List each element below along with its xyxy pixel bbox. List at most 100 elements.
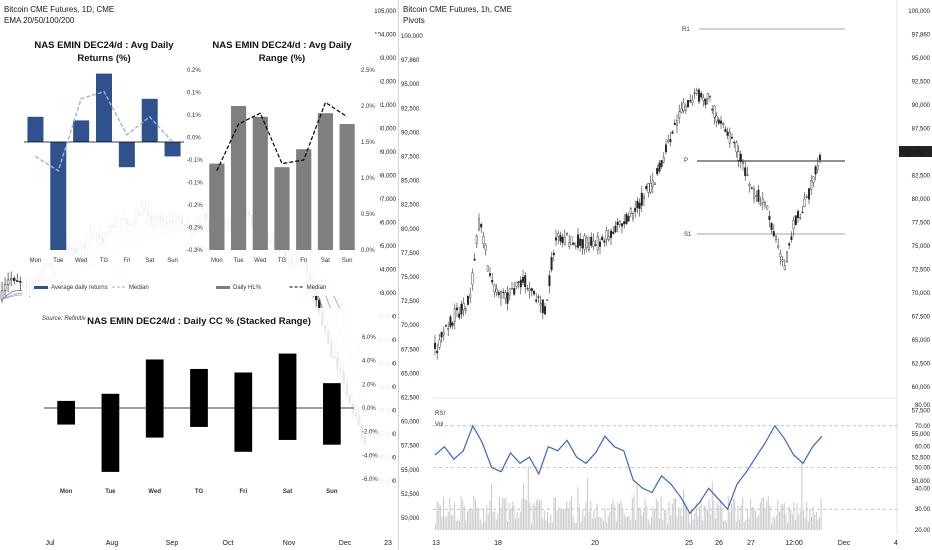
right-candle-body	[451, 322, 454, 326]
rsi-axis-label: 60.00	[915, 445, 931, 451]
right-candle-body	[565, 233, 568, 236]
right-candle-body	[638, 202, 641, 209]
overlay-bar	[339, 124, 355, 250]
overlay-chart-1: NAS EMIN DEC24/d : Avg Daily Range (%) 2.5…	[204, 34, 380, 296]
right-left-axis-label: 72,500	[401, 299, 420, 305]
right-price-axis-label: 80,000	[912, 197, 931, 203]
volume-bar	[732, 498, 734, 530]
overlay-y-tick: 0.5%	[361, 212, 375, 218]
volume-bar	[676, 516, 678, 530]
volume-bar	[715, 518, 716, 530]
volume-bar	[772, 516, 774, 530]
right-candle-body	[462, 302, 465, 311]
volume-bar	[436, 501, 438, 530]
right-candle-body	[460, 303, 463, 315]
left-time-axis-label: Jul	[46, 540, 55, 547]
right-candle-body	[819, 154, 822, 161]
pivot-p-label: P	[684, 158, 688, 164]
right-candle-body	[440, 332, 443, 338]
right-candle-body	[653, 182, 656, 185]
right-candle-body	[625, 213, 628, 225]
overlay-bar	[278, 353, 297, 440]
volume-bar	[564, 508, 566, 530]
volume-bar	[694, 512, 696, 530]
volume-bar	[807, 521, 809, 530]
right-candle-body	[693, 92, 696, 95]
right-candle-body	[620, 223, 623, 227]
volume-bar	[783, 502, 785, 530]
overlay-chart-2: NAS EMIN DEC24/d : Daily CC % (Stacked R…	[42, 308, 392, 503]
right-candle-body	[669, 139, 672, 142]
right-candle-body	[717, 119, 720, 124]
volume-bar	[708, 499, 710, 530]
volume-bar	[593, 510, 595, 530]
right-candle-body	[733, 142, 736, 144]
right-time-axis-label: 27	[747, 540, 755, 547]
volume-bar	[731, 504, 732, 530]
overlay-bar	[164, 142, 181, 157]
volume-bar	[788, 506, 790, 530]
right-chart-pane[interactable]: 100,000 97,860 95,000 92,500 90,000 87,500 85,…	[399, 0, 932, 550]
volume-bar	[435, 523, 436, 530]
right-candle-body	[792, 220, 795, 230]
right-candle-body	[442, 331, 445, 336]
volume-bar	[489, 500, 491, 530]
right-candle-body	[561, 237, 564, 244]
pivot-r1-label: R1	[682, 27, 690, 33]
overlay-y-tick: 4.0%	[362, 359, 376, 365]
volume-bar	[686, 506, 688, 530]
volume-bar	[476, 508, 478, 530]
overlay-category-label: Fri	[123, 258, 130, 264]
overlay-bar	[50, 142, 67, 250]
right-candle-body	[515, 281, 518, 287]
right-candle-body	[491, 279, 494, 283]
right-candle-body	[480, 223, 483, 228]
right-candle-body	[814, 166, 817, 175]
volume-bar	[585, 502, 587, 530]
right-candle-body	[590, 236, 593, 246]
volume-bar	[595, 518, 596, 530]
volume-bar	[447, 511, 449, 530]
right-candle-body	[587, 242, 590, 251]
right-candle-body	[786, 251, 789, 262]
volume-bar	[716, 502, 718, 530]
right-candle-body	[728, 131, 731, 144]
overlay-bar	[209, 163, 225, 250]
right-candle-body	[484, 244, 487, 251]
volume-bar	[636, 484, 638, 530]
right-time-axis-label: 26	[715, 540, 723, 547]
overlay-y-tick: 2.5%	[361, 68, 375, 74]
right-indicator-title: Pivots	[403, 16, 425, 25]
overlay-bar	[118, 142, 135, 168]
volume-bar	[463, 506, 465, 530]
left-price-axis-label: 103,000	[374, 56, 396, 62]
left-time-axis-label: Sep	[166, 540, 179, 547]
left-candle-body	[9, 278, 13, 281]
right-candle-body	[596, 236, 599, 251]
right-left-axis-label: 60,000	[401, 420, 420, 426]
right-candle-body	[486, 265, 489, 272]
overlay-category-label: Sun	[167, 258, 178, 264]
volume-bar	[494, 511, 496, 530]
right-candle-body	[636, 200, 639, 209]
right-candle-body	[660, 160, 663, 167]
right-candle-body	[750, 187, 753, 189]
overlay-y-tick: 0.0%	[187, 136, 201, 142]
volume-bar	[615, 521, 617, 530]
volume-bar	[638, 507, 640, 530]
right-candle-body	[579, 238, 582, 246]
left-chart-pane[interactable]: 105,000 104,000 103,000 102,000 101,000 100,0…	[0, 0, 399, 550]
volume-bar	[555, 497, 556, 530]
volume-bar	[620, 500, 622, 530]
right-candle-body	[759, 203, 762, 205]
right-candle-body	[618, 220, 621, 225]
right-time-axis-label: 18	[494, 540, 502, 547]
volume-bar	[782, 504, 784, 530]
overlay-y-tick: -2.0%	[362, 430, 378, 436]
left-chart-canvas[interactable]: 105,000 104,000 103,000 102,000 101,000 100,0…	[0, 0, 398, 550]
volume-bar	[483, 508, 484, 530]
volume-bar	[596, 503, 598, 530]
right-chart-canvas[interactable]: 100,000 97,860 95,000 92,500 90,000 87,500 85,…	[399, 0, 932, 550]
right-candle-body	[645, 186, 648, 189]
volume-bar	[668, 501, 670, 530]
